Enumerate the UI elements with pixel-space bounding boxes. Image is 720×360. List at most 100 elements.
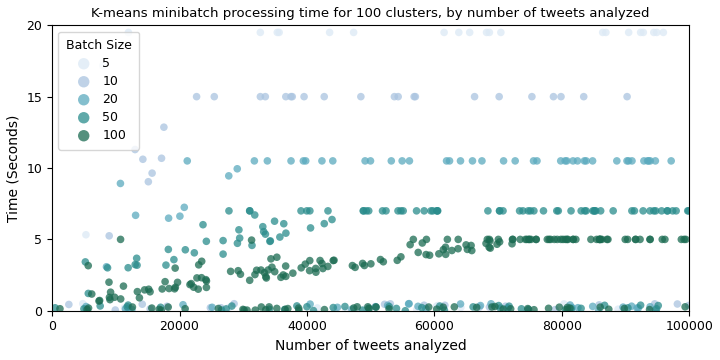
100 (260, 307, 271, 313)
20 (223, 173, 235, 179)
100 (364, 306, 375, 311)
100 (251, 267, 262, 273)
100 (383, 306, 395, 312)
100 (179, 306, 191, 312)
50 (246, 243, 258, 248)
20 (300, 158, 312, 164)
50 (416, 305, 428, 310)
20 (444, 158, 455, 164)
100 (657, 237, 668, 242)
100 (233, 268, 244, 274)
100 (132, 289, 143, 294)
100 (310, 266, 321, 271)
5 (271, 30, 283, 35)
100 (293, 307, 305, 313)
100 (282, 306, 294, 311)
10 (259, 94, 271, 99)
20 (617, 304, 629, 310)
100 (405, 242, 416, 248)
100 (543, 305, 554, 311)
50 (102, 265, 113, 271)
50 (356, 307, 368, 313)
100 (498, 306, 509, 312)
20 (81, 306, 92, 312)
10 (287, 94, 298, 99)
10 (578, 94, 590, 99)
50 (323, 208, 334, 214)
50 (358, 208, 369, 214)
50 (291, 303, 302, 309)
100 (169, 265, 181, 271)
20 (248, 158, 260, 164)
50 (648, 208, 660, 214)
100 (81, 307, 93, 312)
100 (594, 237, 606, 242)
100 (315, 258, 326, 264)
20 (650, 307, 662, 313)
100 (417, 240, 428, 246)
100 (557, 237, 569, 242)
50 (418, 208, 430, 214)
100 (351, 304, 363, 310)
100 (505, 306, 516, 312)
20 (631, 305, 643, 311)
100 (452, 246, 464, 252)
100 (494, 239, 505, 245)
100 (237, 306, 248, 312)
50 (244, 208, 256, 214)
20 (580, 158, 592, 164)
20 (503, 305, 514, 311)
10 (408, 94, 420, 99)
50 (226, 303, 238, 309)
20 (561, 158, 572, 164)
5 (329, 308, 341, 314)
20 (420, 306, 432, 311)
50 (427, 208, 438, 214)
50 (216, 307, 228, 313)
50 (637, 208, 649, 214)
100 (482, 237, 493, 242)
10 (130, 147, 141, 152)
100 (271, 255, 283, 260)
100 (440, 252, 451, 257)
20 (120, 306, 131, 312)
50 (644, 208, 656, 214)
20 (623, 158, 634, 164)
5 (648, 304, 660, 310)
100 (249, 307, 261, 313)
5 (255, 30, 266, 35)
100 (316, 261, 328, 266)
100 (438, 304, 449, 310)
100 (549, 237, 560, 242)
20 (455, 301, 467, 307)
50 (122, 304, 133, 310)
5 (612, 306, 624, 312)
100 (431, 306, 443, 312)
20 (528, 158, 539, 164)
50 (516, 306, 527, 312)
20 (81, 303, 92, 309)
10 (548, 94, 559, 99)
50 (295, 208, 307, 214)
50 (318, 221, 330, 226)
100 (541, 237, 553, 242)
5 (348, 30, 359, 35)
20 (665, 158, 677, 164)
100 (265, 256, 276, 262)
100 (159, 279, 171, 284)
10 (161, 303, 173, 309)
50 (559, 307, 571, 312)
20 (232, 166, 243, 172)
100 (680, 304, 691, 310)
50 (493, 303, 505, 309)
50 (434, 303, 446, 309)
100 (256, 304, 267, 310)
100 (359, 263, 370, 269)
20 (126, 307, 138, 312)
50 (232, 240, 243, 246)
50 (234, 235, 246, 241)
20 (587, 158, 598, 164)
100 (201, 278, 212, 284)
10 (389, 94, 400, 99)
20 (174, 213, 186, 219)
